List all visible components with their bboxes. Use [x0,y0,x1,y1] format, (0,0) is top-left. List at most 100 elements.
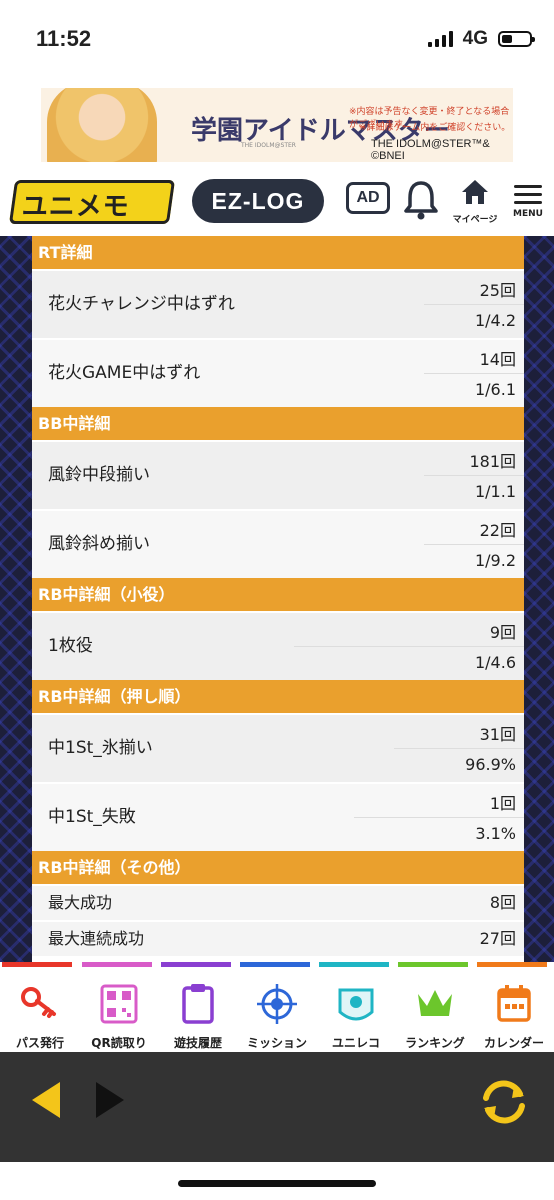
tab-label: ミッション [246,1036,307,1050]
tab-stripe [477,962,547,967]
item-ratio: 3.1% [475,824,516,843]
section-header: RB中詳細（小役） [32,578,524,611]
tab-qr[interactable]: QR読取り [79,970,159,1050]
ad-note-1: ※内容は予告なく変更・終了となる場合がございます。 [349,107,510,130]
tab-stripe [161,962,231,967]
calendar-icon [497,985,531,1022]
item-ratio: 1/4.6 [474,653,516,672]
section-bb: BB中詳細 風鈴中段揃い 181回 1/1.1 風鈴斜め揃い 22回 1/9.2 [32,407,524,578]
item-count: 22回 [479,521,516,540]
item-count: 9回 [489,623,516,642]
brand-logo[interactable]: ユニメモ [8,180,176,224]
tab-label: QR読取り [91,1036,147,1050]
item-value: 27回 [479,929,516,948]
ad-button[interactable]: AD [346,182,390,214]
ad-logo-sub: THE IDOLM@STER [241,142,296,149]
tab-stripe [240,962,310,967]
ad-note-2: ※詳細はゲーム内をご確認ください。 [359,123,511,133]
tab-history[interactable]: 遊技履歴 [158,970,238,1050]
list-item: 1枚役 9回 1/4.6 [32,611,524,680]
status-time: 11:52 [36,26,92,51]
section-header: RT詳細 [32,236,524,269]
ezlog-button[interactable]: EZ-LOG [192,179,324,223]
browser-nav-bar [0,1052,554,1162]
tab-stripe [319,962,389,967]
item-label: 風鈴斜め揃い [48,534,150,554]
ad-logo: 学園アイドルマスター [191,116,450,146]
tab-calendar[interactable]: カレンダー [474,970,554,1050]
battery-icon [498,31,535,47]
list-item: 花火チャレンジ中はずれ 25回 1/4.2 [32,269,524,338]
item-label: 中1St_失敗 [48,807,136,827]
item-value: 8回 [489,893,516,912]
list-item: 最大成功 8回 [32,884,524,920]
tab-label: ランキング [405,1036,465,1050]
section-header: RB中詳細（その他） [32,851,524,884]
section-rb-oshijun: RB中詳細（押し順） 中1St_氷揃い 31回 96.9% 中1St_失敗 1回… [32,680,524,851]
item-count: 31回 [479,725,516,744]
tab-pass[interactable]: パス発行 [0,970,80,1050]
clipboard-icon [182,984,214,1024]
section-header: RB中詳細（押し順） [32,680,524,713]
item-count: 1回 [489,794,516,813]
item-ratio: 1/6.1 [474,380,516,399]
item-label: 最大成功 [48,893,113,912]
brand-text: ユニメモ [21,192,130,222]
tab-label: カレンダー [483,1036,544,1050]
list-item: 花火GAME中はずれ 14回 1/6.1 [32,338,524,407]
item-ratio: 1/9.2 [474,551,516,570]
section-rt: RT詳細 花火チャレンジ中はずれ 25回 1/4.2 花火GAME中はずれ 14… [32,236,524,407]
status-bar: 11:52 4G [0,0,554,78]
tab-label: パス発行 [15,1036,64,1050]
reload-icon[interactable] [476,1074,532,1130]
home-indicator [178,1180,376,1187]
item-label: 風鈴中段揃い [48,465,150,485]
crown-icon [418,990,452,1016]
hamburger-icon [508,185,548,204]
list-item: 風鈴斜め揃い 22回 1/9.2 [32,509,524,578]
bell-icon[interactable] [402,178,440,222]
home-icon [462,180,488,204]
item-count: 25回 [479,281,516,300]
key-icon [21,987,56,1018]
mypage-button[interactable]: マイページ [450,178,500,230]
qr-icon [100,984,138,1024]
bottom-tab-bar: パス発行 QR読取り 遊技履歴 ミッション ユニレコ [0,962,554,1052]
mypage-label: マイページ [452,215,498,225]
item-count: 181回 [469,452,516,471]
unireco-icon [338,988,374,1021]
menu-button[interactable]: MENU [508,180,548,230]
item-label: 中1St_氷揃い [48,738,153,758]
ad-copyright: THE IDOLM@STER™& ©BNEI [371,138,490,162]
back-arrow-icon[interactable] [32,1082,60,1118]
tab-ranking[interactable]: ランキング [395,970,475,1050]
item-label: 花火チャレンジ中はずれ [48,294,235,314]
list-item: 最大連続成功 27回 [32,920,524,956]
item-count: 14回 [479,350,516,369]
ad-character-image [47,88,157,162]
app-header: ユニメモ EZ-LOG AD マイページ MENU [0,170,554,236]
tab-stripe [2,962,72,967]
list-item: 中1St_失敗 1回 3.1% [32,782,524,851]
item-ratio: 96.9% [465,755,516,774]
tab-unireco[interactable]: ユニレコ [316,970,396,1050]
menu-label: MENU [513,209,543,219]
tab-label: 遊技履歴 [173,1036,222,1050]
list-item: 中1St_氷揃い 31回 96.9% [32,713,524,782]
section-header: BB中詳細 [32,407,524,440]
section-rb-other: RB中詳細（その他） 最大成功 8回 最大連続成功 27回 [32,851,524,956]
tab-stripe [398,962,468,967]
forward-arrow-icon[interactable] [96,1082,124,1118]
ad-banner[interactable]: 学園アイドルマスター THE IDOLM@STER ※内容は予告なく変更・終了と… [41,88,513,162]
status-right: 4G [427,28,535,50]
section-rb-koyaku: RB中詳細（小役） 1枚役 9回 1/4.6 [32,578,524,680]
item-label: 花火GAME中はずれ [48,363,201,383]
tab-mission[interactable]: ミッション [237,970,317,1050]
list-item: 風鈴中段揃い 181回 1/1.1 [32,440,524,509]
network-label: 4G [462,28,488,49]
target-icon [257,984,297,1024]
item-ratio: 1/4.2 [474,311,516,330]
item-label: 最大連続成功 [48,929,145,948]
item-ratio: 1/1.1 [474,482,516,501]
stats-panel: RT詳細 花火チャレンジ中はずれ 25回 1/4.2 花火GAME中はずれ 14… [32,236,524,962]
